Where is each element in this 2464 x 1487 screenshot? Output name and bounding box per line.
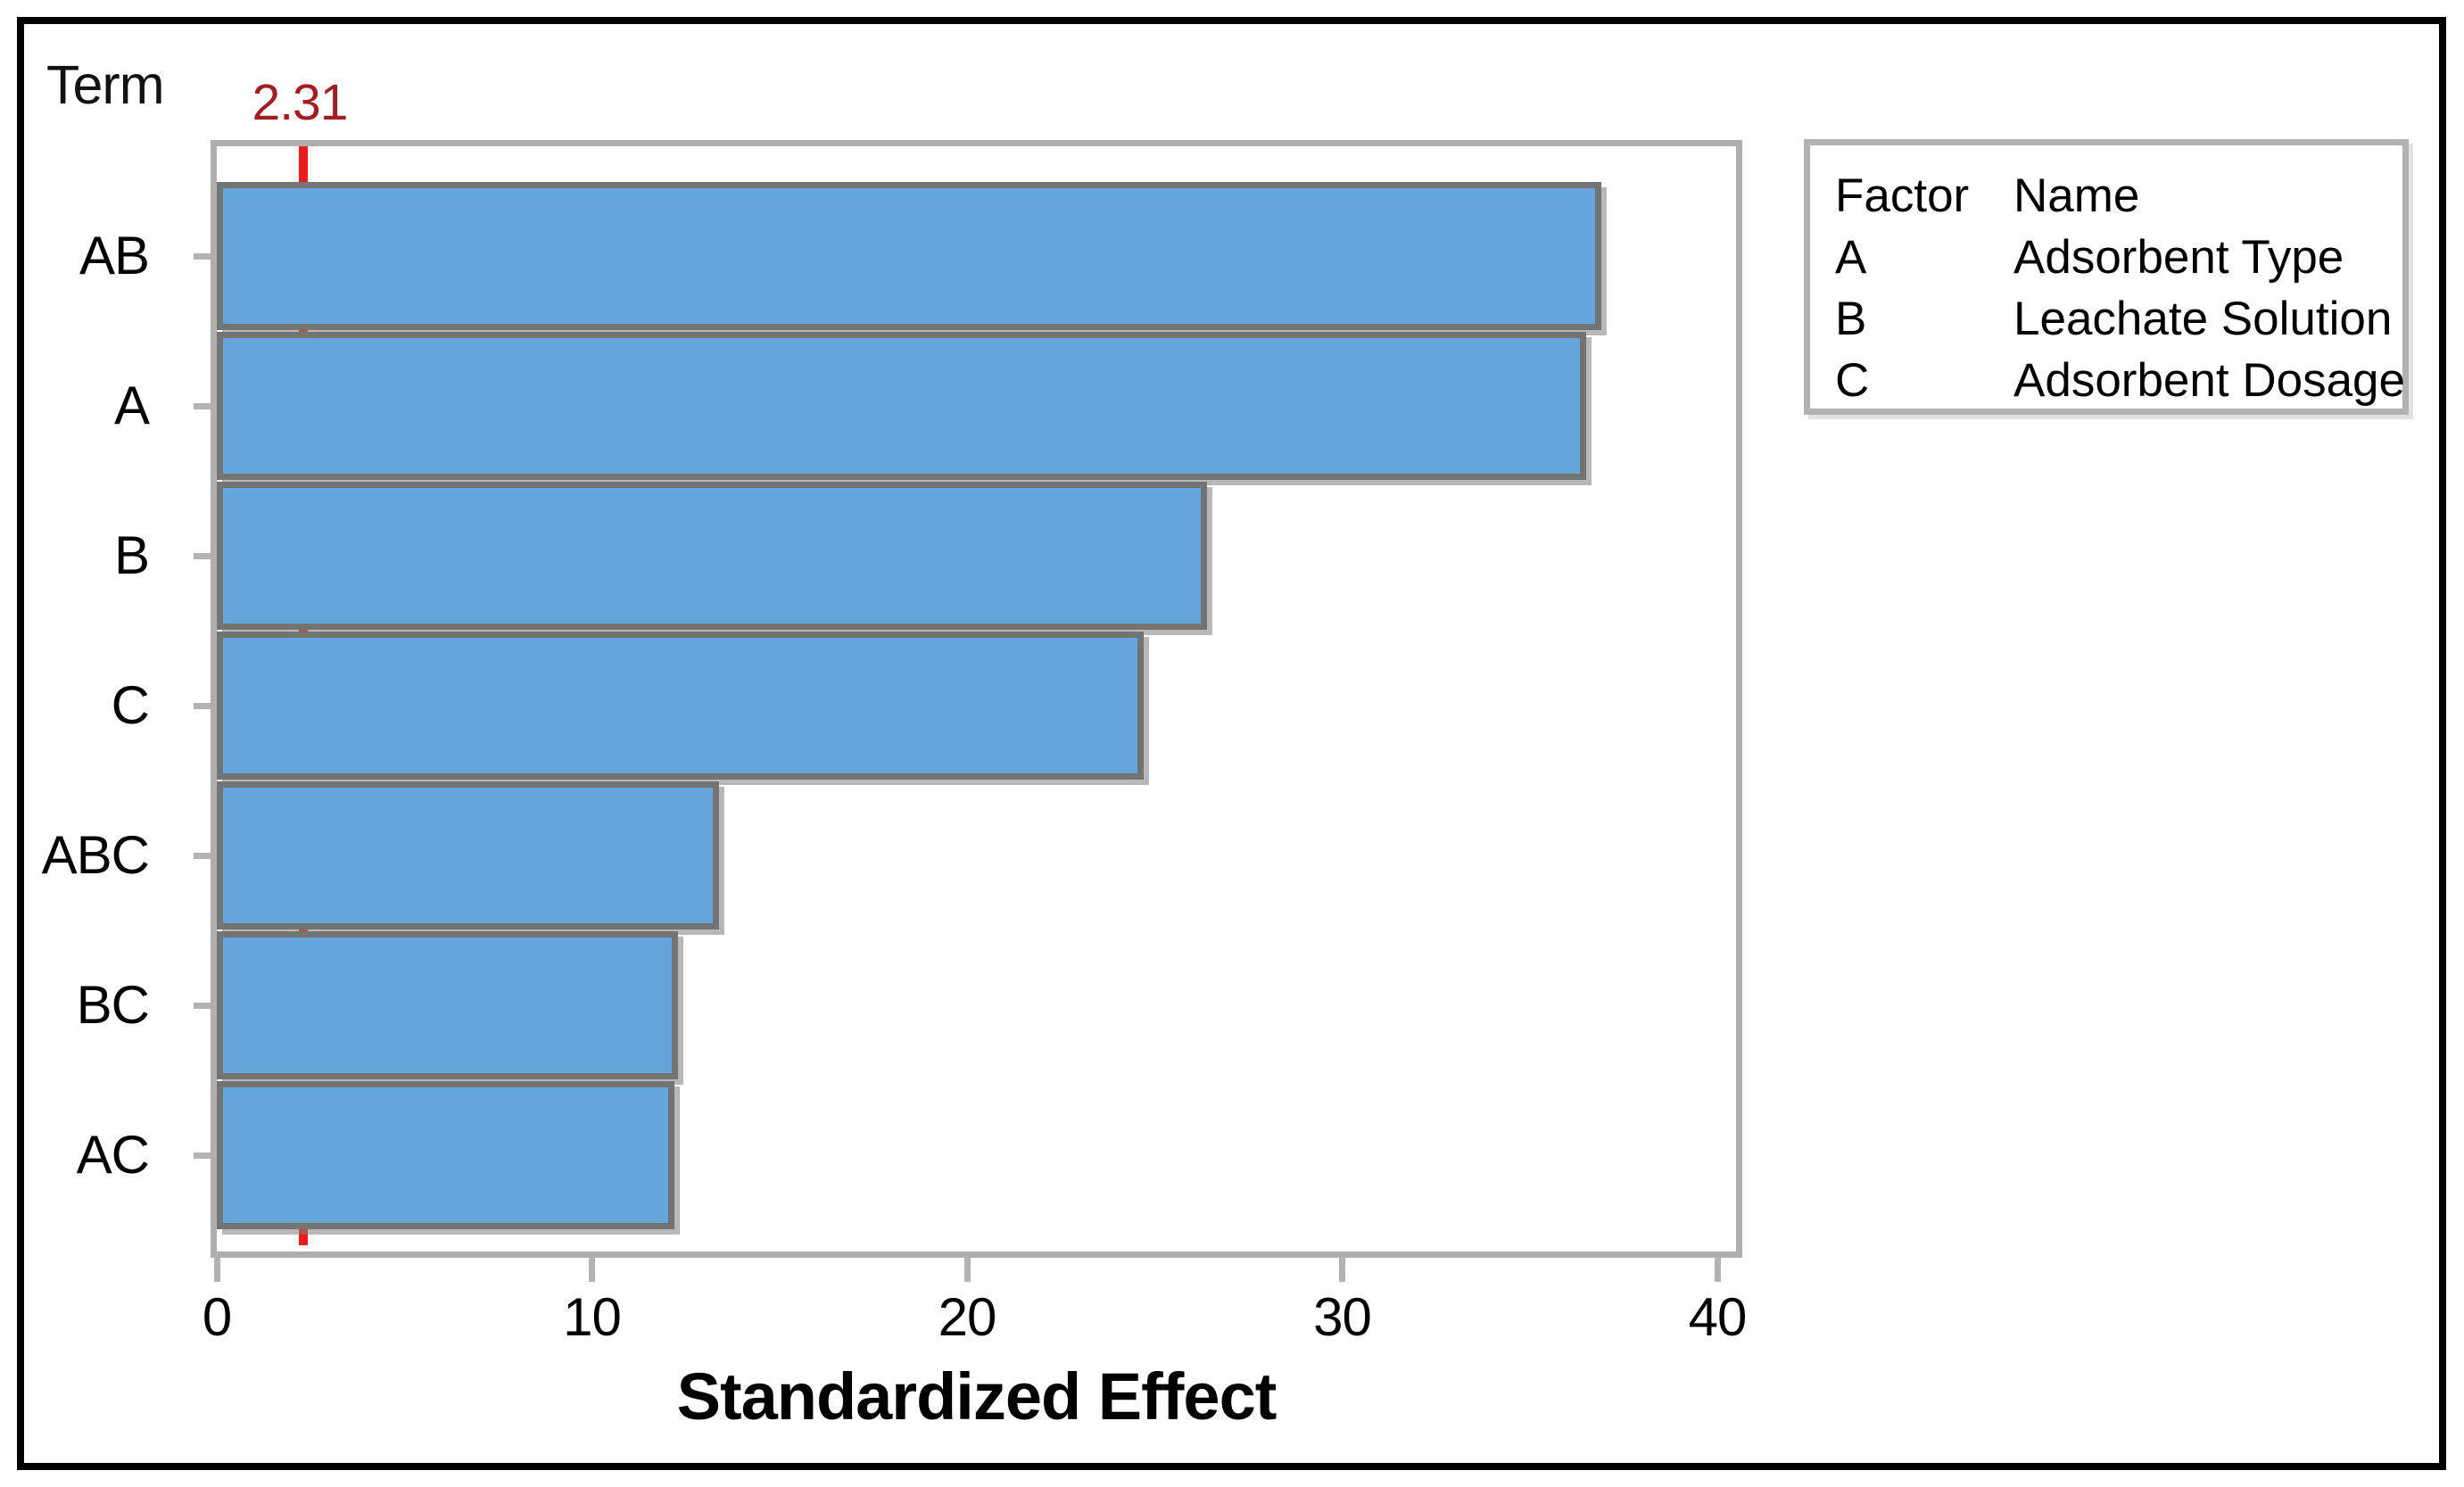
x-tick-label-40: 40: [1688, 1287, 1748, 1347]
bar-c: [217, 632, 1144, 780]
legend-name-a: Adsorbent Type: [2013, 231, 2344, 284]
x-tick-label-0: 0: [202, 1287, 232, 1347]
y-tick-a: [194, 403, 211, 409]
y-tick-ac: [194, 1152, 211, 1159]
y-tick-label-ab: AB: [79, 226, 150, 285]
plot-area: [194, 140, 1742, 1258]
bar-ab: [217, 182, 1601, 330]
y-tick-bc: [194, 1003, 211, 1009]
legend-factor-b: B: [1835, 293, 1867, 345]
bar-b: [217, 482, 1208, 630]
x-tick-30: [1339, 1258, 1346, 1282]
y-tick-abc: [194, 853, 211, 859]
y-tick-label-bc: BC: [76, 975, 150, 1035]
bar-ac: [217, 1081, 674, 1229]
y-tick-b: [194, 553, 211, 559]
legend-row-b: B Leachate Solution: [1835, 288, 2402, 350]
legend-header-name: Name: [2013, 169, 2140, 222]
legend-row-c: C Adsorbent Dosage: [1835, 350, 2406, 411]
y-tick-c: [194, 703, 211, 709]
x-tick-40: [1714, 1258, 1721, 1282]
x-axis: 0 10 20 30 40: [203, 1258, 1747, 1365]
y-tick-label-abc: ABC: [41, 825, 150, 885]
x-tick-label-20: 20: [938, 1287, 997, 1347]
x-axis-title: Standardized Effect: [676, 1359, 1277, 1433]
legend-header-factor: Factor: [1835, 169, 1970, 222]
reference-line-label: 2.31: [252, 74, 349, 131]
x-tick-10: [589, 1258, 596, 1282]
x-tick-label-30: 30: [1313, 1287, 1372, 1347]
plot-inner: [194, 146, 1736, 1252]
bar-bc: [217, 931, 679, 1079]
y-tick-label-b: B: [113, 525, 150, 585]
legend-header-row: Factor Name: [1835, 165, 2402, 227]
y-tick-label-ac: AC: [76, 1125, 150, 1185]
x-tick-label-10: 10: [563, 1287, 622, 1347]
legend-row-a: A Adsorbent Type: [1835, 227, 2402, 288]
y-axis-title: Term: [46, 54, 165, 115]
y-axis-tick-labels: AB A B C ABC BC AC: [0, 146, 193, 1252]
legend-name-c: Adsorbent Dosage: [2013, 354, 2406, 407]
bar-a: [217, 332, 1586, 480]
legend-factor-a: A: [1835, 231, 1867, 284]
x-tick-20: [963, 1258, 971, 1282]
legend-box: Factor Name A Adsorbent Type B Leachate …: [1804, 139, 2409, 415]
bar-abc: [217, 781, 720, 929]
x-tick-0: [214, 1258, 220, 1282]
y-tick-label-a: A: [113, 376, 150, 435]
y-tick-ab: [194, 253, 211, 260]
legend-name-b: Leachate Solution: [2013, 293, 2393, 345]
legend-factor-c: C: [1835, 354, 1870, 407]
y-tick-label-c: C: [111, 675, 150, 735]
